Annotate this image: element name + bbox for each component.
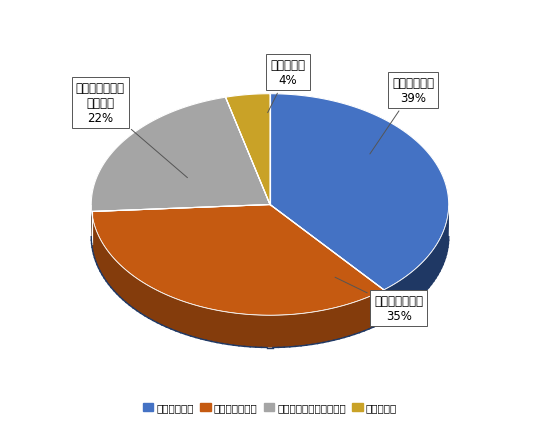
Polygon shape <box>226 95 270 205</box>
Polygon shape <box>92 212 384 348</box>
Polygon shape <box>384 207 449 322</box>
Text: ３：すでに実施
している
22%: ３：すでに実施 している 22% <box>76 82 187 178</box>
Polygon shape <box>226 95 270 130</box>
Polygon shape <box>91 98 226 237</box>
Polygon shape <box>91 98 270 212</box>
Legend: １：実施する, ２：実施しない, ３：すでに実施している, ４：無回答: １：実施する, ２：実施しない, ３：すでに実施している, ４：無回答 <box>139 398 401 417</box>
Text: ２：実施しない
35%: ２：実施しない 35% <box>335 278 423 322</box>
Text: １：実施する
39%: １：実施する 39% <box>370 77 434 155</box>
Text: ４：無回答
4%: ４：無回答 4% <box>268 59 306 113</box>
Polygon shape <box>270 95 449 236</box>
Polygon shape <box>270 95 449 290</box>
Polygon shape <box>92 205 384 316</box>
